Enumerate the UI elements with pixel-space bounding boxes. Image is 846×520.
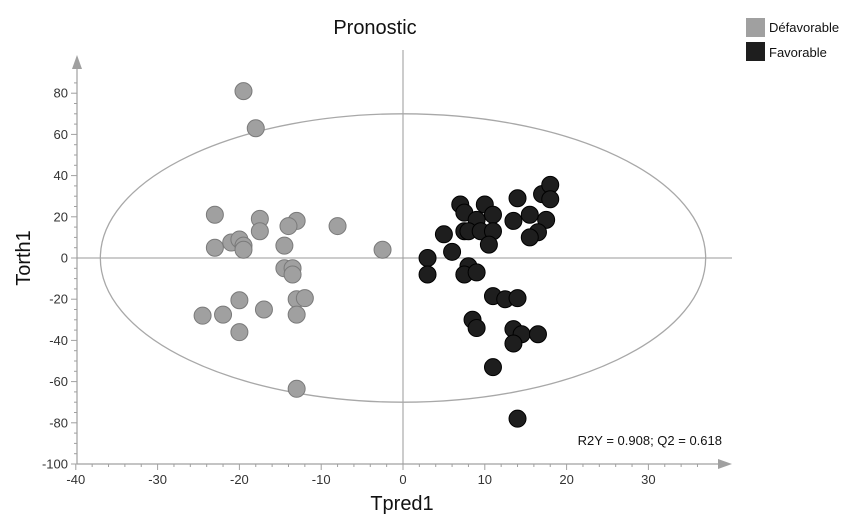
confidence-ellipse-layer [99, 113, 707, 403]
data-point-defavorable [214, 305, 233, 324]
data-point-favorable [508, 189, 527, 208]
x-axis-title: Tpred1 [370, 493, 433, 515]
y-axis-title: Torth1 [13, 230, 35, 286]
x-tick-label: -40 [66, 472, 85, 487]
y-tick-label: -60 [49, 374, 68, 389]
data-point-favorable [467, 319, 486, 338]
legend-label-favorable: Favorable [769, 45, 827, 60]
data-point-favorable [528, 325, 547, 344]
data-point-favorable [537, 210, 556, 229]
data-point-defavorable [250, 222, 269, 241]
data-point-favorable [541, 190, 560, 209]
x-tick-label: 30 [641, 472, 655, 487]
data-point-favorable [504, 334, 523, 353]
legend: Défavorable Favorable [746, 18, 839, 61]
data-point-favorable [483, 358, 502, 377]
axes [72, 50, 732, 469]
data-point-favorable [508, 409, 527, 428]
series-defavorable [193, 82, 392, 398]
y-tick-label: 80 [54, 86, 68, 101]
data-point-defavorable [287, 305, 306, 324]
data-points-layer [193, 82, 560, 428]
y-tick-label: -100 [42, 457, 68, 472]
hotelling-t2-ellipse [99, 113, 707, 403]
series-favorable [418, 175, 560, 428]
y-tick-label: 40 [54, 168, 68, 183]
y-tick-label: -20 [49, 292, 68, 307]
x-tick-label: -20 [230, 472, 249, 487]
data-point-defavorable [295, 289, 314, 308]
legend-swatch-defavorable [746, 18, 765, 37]
data-point-defavorable [205, 238, 224, 257]
data-point-favorable [504, 211, 523, 230]
data-point-favorable [508, 289, 527, 308]
data-point-defavorable [193, 306, 212, 325]
data-point-defavorable [246, 119, 265, 138]
data-point-favorable [434, 225, 453, 244]
legend-swatch-favorable [746, 42, 765, 61]
data-point-favorable [520, 228, 539, 247]
data-point-defavorable [234, 82, 253, 101]
legend-label-defavorable: Défavorable [769, 20, 839, 35]
data-point-defavorable [254, 300, 273, 319]
data-point-defavorable [328, 217, 347, 236]
data-point-favorable [443, 242, 462, 261]
y-tick-label: -40 [49, 333, 68, 348]
data-point-favorable [483, 205, 502, 224]
data-point-favorable [467, 263, 486, 282]
x-tick-label: -30 [148, 472, 167, 487]
y-tick-label: 20 [54, 209, 68, 224]
data-point-defavorable [275, 236, 294, 255]
x-tick-label: 20 [559, 472, 573, 487]
chart-title: Pronostic [333, 17, 416, 39]
x-tick-label: 10 [478, 472, 492, 487]
x-tick-label: -10 [312, 472, 331, 487]
y-axis-arrow [72, 55, 82, 69]
data-point-defavorable [205, 205, 224, 224]
data-point-defavorable [230, 323, 249, 342]
y-tick-label: 0 [61, 251, 68, 266]
data-point-defavorable [234, 240, 253, 259]
tick-marks: -40 -30 -20 -10 0 10 20 30-100-80-60-40-2002040… [42, 82, 698, 487]
data-point-favorable [418, 265, 437, 284]
y-tick-label: 60 [54, 127, 68, 142]
data-point-favorable [479, 235, 498, 254]
data-point-defavorable [287, 379, 306, 398]
data-point-defavorable [230, 291, 249, 310]
x-tick-label: 0 [399, 472, 406, 487]
data-point-defavorable [283, 265, 302, 284]
y-tick-label: -80 [49, 415, 68, 430]
data-point-favorable [418, 249, 437, 267]
model-statistics-annotation: R2Y = 0.908; Q2 = 0.618 [578, 433, 722, 448]
data-point-defavorable [279, 217, 298, 236]
x-axis-arrow [718, 459, 732, 469]
data-point-favorable [520, 205, 539, 224]
data-point-defavorable [373, 240, 392, 259]
